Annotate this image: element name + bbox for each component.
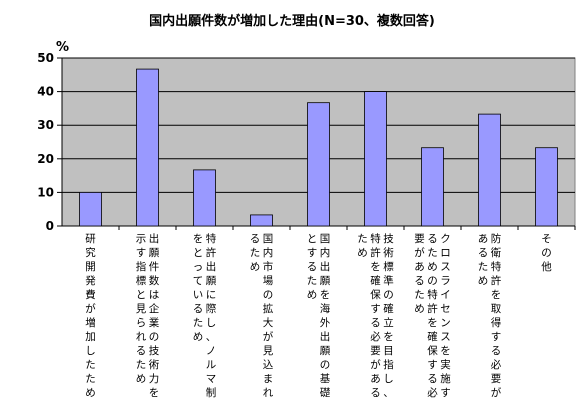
y-tick-label: 50 xyxy=(37,51,54,65)
bar-9 xyxy=(535,147,558,227)
category-label: とするため xyxy=(307,233,318,301)
category-label: その他 xyxy=(541,233,552,273)
y-tick-label: 10 xyxy=(37,185,54,199)
category-label: 出願件数は企業の技術力を xyxy=(149,232,160,399)
category-label: あるため xyxy=(478,233,489,287)
category-label: 特許出願に際し、ノルマ制 xyxy=(206,233,217,399)
category-label: 国内市場の拡大が見込まれ xyxy=(263,233,274,399)
y-tick-label: 20 xyxy=(37,152,54,166)
chart-title: 国内出願件数が増加した理由(N=30、複数回答) xyxy=(149,14,435,29)
bar-3 xyxy=(193,169,216,227)
y-tick-label: 40 xyxy=(37,85,54,99)
y-tick-label: 30 xyxy=(37,118,54,132)
category-label: をとっているため xyxy=(193,233,204,343)
y-tick-label: 0 xyxy=(46,219,54,233)
category-label: 特許を確保する必要がある xyxy=(370,233,381,399)
bar-1 xyxy=(79,191,102,227)
category-label: るため xyxy=(250,233,261,273)
bar-8 xyxy=(478,113,501,227)
category-label: クロスライセンスを実施す xyxy=(440,233,451,399)
bar-4 xyxy=(250,214,273,227)
category-label: 要があるため xyxy=(414,233,425,315)
category-label: 研究開発費が増加したため xyxy=(85,233,96,399)
bar-6 xyxy=(364,91,387,227)
bar-5 xyxy=(307,102,330,227)
category-label: 防衛特許を取得する必要が xyxy=(491,232,502,399)
category-label: ため xyxy=(357,233,368,259)
category-label: 技術標準の確立を目指し、 xyxy=(383,232,394,399)
category-label: 国内出願を海外出願の基礎 xyxy=(320,233,331,399)
bar-2 xyxy=(136,68,159,227)
bar-7 xyxy=(421,147,444,227)
y-axis-unit: % xyxy=(56,40,70,55)
category-label: るための特許を確保する必 xyxy=(427,233,438,399)
category-label: 示す指標と見られるため xyxy=(136,233,147,385)
